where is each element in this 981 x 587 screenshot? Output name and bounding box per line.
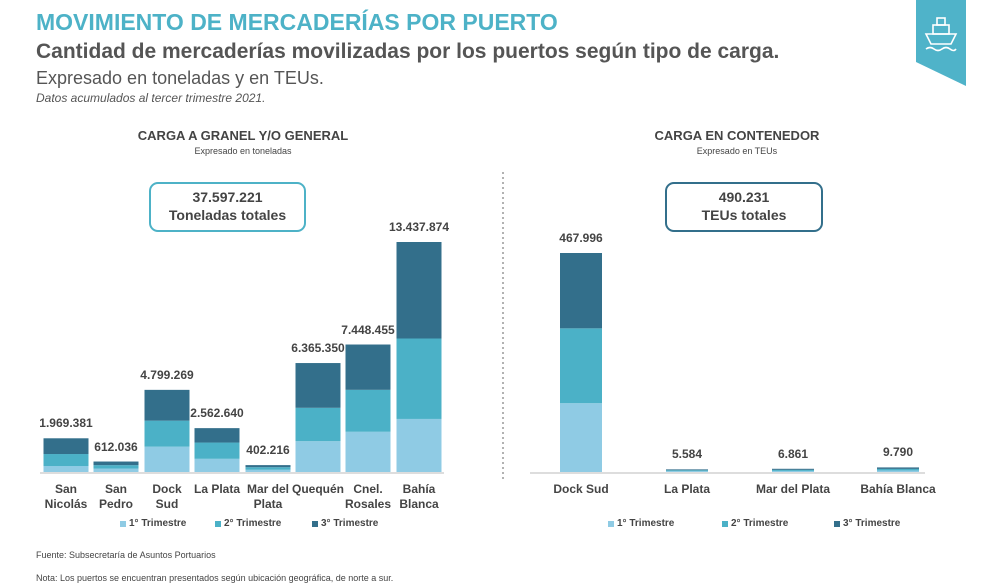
subtitle: Cantidad de mercaderías movilizadas por … [36, 40, 780, 63]
total-label: 5.584 [671, 447, 703, 462]
bar-segment [295, 407, 341, 442]
bar-segment [194, 458, 240, 472]
bar-segment [560, 403, 602, 472]
x-tick-label: Dock Sud [553, 482, 609, 496]
bar-segment [877, 468, 919, 471]
bar-segment [93, 465, 139, 469]
x-tick-label: Mar del Plata [755, 482, 831, 496]
legend-label: 3° Trimestre [321, 518, 379, 529]
bar-segment [345, 389, 391, 432]
total-label: 1.969.381 [39, 416, 93, 431]
bar-segment [43, 438, 89, 455]
bar-segment [560, 253, 602, 329]
title: MOVIMIENTO DE MERCADERÍAS POR PUERTO [36, 9, 558, 35]
bar-segment [772, 468, 814, 470]
bar-segment [345, 344, 391, 390]
bar-segment [93, 461, 139, 466]
bar-segment [772, 469, 814, 471]
bar-segment [772, 470, 814, 472]
note: Nota: Los puertos se encuentran presenta… [36, 573, 394, 583]
x-tick-label: Mar del Plata [246, 482, 289, 511]
bar-segment [666, 471, 708, 472]
x-tick-label: La Plata [193, 482, 241, 496]
total-label: 6.365.350 [291, 341, 345, 356]
bar-segment [93, 468, 139, 472]
total-box [149, 182, 306, 232]
bar-segment [877, 470, 919, 472]
x-tick-label: Quequén [291, 482, 344, 496]
legend-label: 1° Trimestre [129, 518, 187, 529]
legend-label: 3° Trimestre [843, 518, 901, 529]
total-label: 612.036 [94, 439, 138, 454]
chart-subtitle: Expresado en TEUs [696, 146, 778, 156]
x-tick-label: Cnel. Rosales [344, 482, 392, 511]
x-tick-label: San Nicolás [44, 482, 88, 511]
ship-icon [924, 17, 958, 52]
legend-swatch [608, 521, 614, 527]
chart-title: CARGA A GRANEL Y/O GENERAL [137, 128, 349, 143]
bar-segment [245, 465, 291, 468]
total-label: 2.562.640 [190, 406, 244, 421]
total-label: 467.996 [559, 231, 603, 245]
total-label: 6.861 [777, 446, 809, 461]
total-label: 402.216 [246, 443, 290, 458]
bar-segment [245, 467, 291, 470]
legend-swatch [120, 521, 126, 527]
legend-label: 2° Trimestre [731, 518, 789, 529]
bar-segment [194, 428, 240, 443]
bar-segment [295, 363, 341, 408]
grand-total: 37.597.221 [192, 189, 263, 205]
legend-swatch [834, 521, 840, 527]
grand-total: 490.231 [718, 189, 770, 205]
unit-note: Expresado en toneladas y en TEUs. [36, 68, 324, 88]
total-label: 13.437.874 [388, 220, 450, 234]
total-label: 9.790 [882, 445, 914, 460]
bar-segment [877, 467, 919, 469]
total-label: 7.448.455 [341, 322, 395, 337]
bar-segment [144, 389, 190, 421]
x-tick-label: San Pedro [98, 482, 133, 511]
x-tick-label: Bahía Blanca [399, 482, 439, 511]
source: Fuente: Subsecretaría de Asuntos Portuar… [36, 550, 216, 560]
legend-swatch [722, 521, 728, 527]
grand-total-caption: TEUs totales [701, 207, 787, 223]
chart-subtitle: Expresado en toneladas [194, 146, 292, 156]
legend-label: 2° Trimestre [224, 518, 282, 529]
bar-segment [245, 469, 291, 472]
bar-segment [666, 469, 708, 471]
legend-label: 1° Trimestre [617, 518, 675, 529]
bar-segment [396, 338, 442, 419]
period-note: Datos acumulados al tercer trimestre 202… [36, 91, 266, 105]
grand-total-caption: Toneladas totales [168, 207, 287, 223]
legend-swatch [215, 521, 221, 527]
bar-segment [396, 242, 442, 339]
icon-badge [916, 0, 966, 86]
x-tick-label: Bahía Blanca [860, 482, 936, 496]
bar-segment [345, 431, 391, 472]
bar-segment [43, 466, 89, 472]
x-tick-label: La Plata [663, 482, 711, 496]
bar-segment [295, 441, 341, 472]
x-tick-label: Dock Sud [152, 482, 182, 511]
bar-segment [144, 446, 190, 472]
bar-segment [194, 442, 240, 459]
bar-segment [396, 418, 442, 472]
legend-swatch [312, 521, 318, 527]
bar-segment [560, 328, 602, 404]
total-label: 4.799.269 [140, 367, 194, 382]
chart-title: CARGA EN CONTENEDOR [654, 128, 820, 143]
total-box [665, 182, 823, 232]
bar-segment [43, 454, 89, 467]
bar-segment [666, 470, 708, 472]
bar-segment [144, 420, 190, 447]
